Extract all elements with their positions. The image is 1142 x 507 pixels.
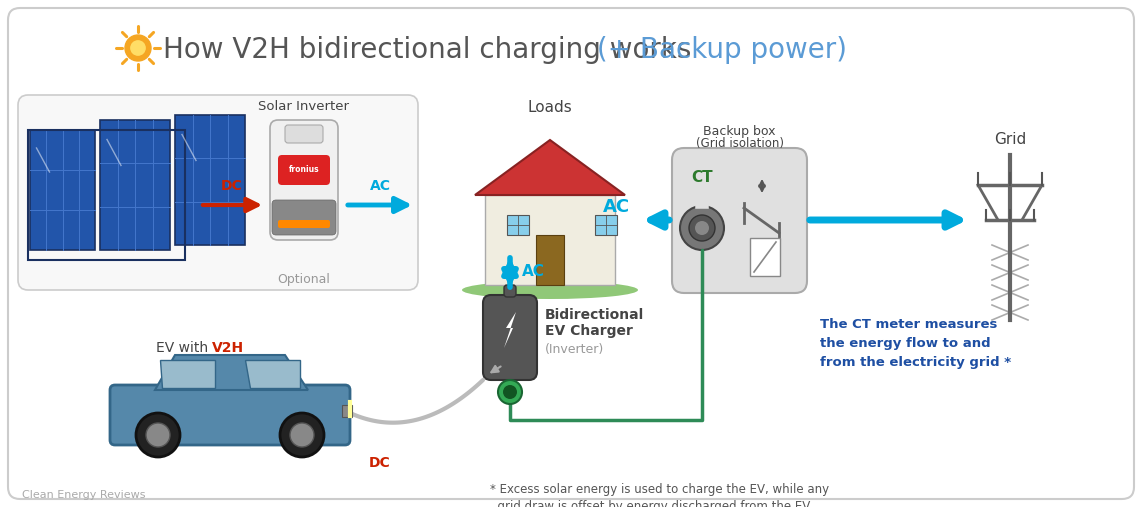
Text: DC: DC [222,179,243,193]
Text: (+ Backup power): (+ Backup power) [588,36,847,64]
Bar [507,215,529,235]
Polygon shape [475,140,625,195]
Text: AC: AC [370,179,391,193]
Text: Grid: Grid [994,132,1027,148]
Ellipse shape [110,427,349,443]
Circle shape [679,206,724,250]
Text: EV Charger: EV Charger [545,324,633,338]
Circle shape [136,413,180,457]
Bar [750,238,780,276]
Text: fronius: fronius [289,165,320,174]
Bar [341,405,352,417]
Text: V2H: V2H [212,341,244,355]
Text: Clean Energy Reviews: Clean Energy Reviews [22,490,145,500]
FancyBboxPatch shape [278,155,330,185]
Text: Loads: Loads [528,100,572,116]
Circle shape [124,35,151,61]
Text: (Inverter): (Inverter) [545,344,604,356]
FancyBboxPatch shape [483,295,537,380]
Text: DC: DC [369,456,391,470]
Bar [485,195,616,285]
Bar [100,120,170,250]
FancyBboxPatch shape [504,285,516,297]
Circle shape [290,423,314,447]
Polygon shape [160,360,215,388]
Bar [175,115,246,245]
Text: How V2H bidirectional charging works: How V2H bidirectional charging works [163,36,691,64]
Text: CT: CT [691,170,713,186]
Circle shape [280,413,324,457]
FancyBboxPatch shape [286,125,323,143]
Bar [29,130,185,260]
Text: AC: AC [522,265,545,279]
FancyBboxPatch shape [671,148,807,293]
Text: (Grid isolation): (Grid isolation) [695,136,783,150]
Circle shape [498,380,522,404]
Bar [595,215,617,235]
FancyBboxPatch shape [8,8,1134,499]
Text: AC: AC [603,198,630,216]
Bar [536,235,564,285]
Polygon shape [246,360,300,388]
Ellipse shape [463,281,638,299]
FancyBboxPatch shape [110,385,349,445]
Circle shape [131,41,145,55]
Circle shape [695,221,709,235]
Circle shape [689,215,715,241]
Text: Optional: Optional [278,273,330,286]
Text: Backup box: Backup box [703,126,775,138]
FancyBboxPatch shape [270,120,338,240]
Text: Solar Inverter: Solar Inverter [258,100,349,114]
Text: The CT meter measures
the energy flow to and
from the electricity grid *: The CT meter measures the energy flow to… [820,318,1011,369]
Polygon shape [504,312,516,348]
Text: EV with: EV with [155,341,212,355]
Text: Bidirectional: Bidirectional [545,308,644,322]
FancyBboxPatch shape [278,220,330,228]
FancyBboxPatch shape [18,95,418,290]
Circle shape [146,423,170,447]
Bar [30,130,95,250]
Circle shape [502,385,517,399]
Text: * Excess solar energy is used to charge the EV, while any
  grid draw is offset : * Excess solar energy is used to charge … [490,483,829,507]
FancyBboxPatch shape [272,200,336,235]
Polygon shape [155,355,308,390]
